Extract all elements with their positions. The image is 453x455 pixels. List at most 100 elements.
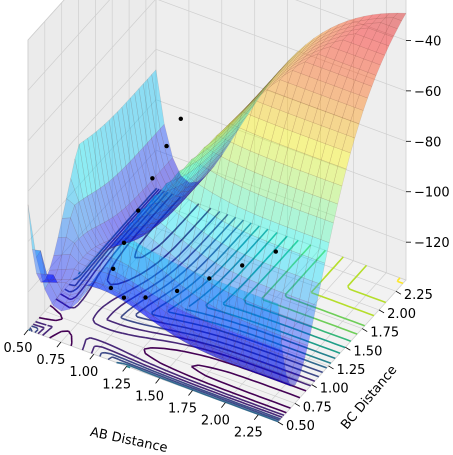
- surface-patch: [258, 103, 272, 123]
- z-tick-label: −120: [414, 236, 450, 251]
- surface-patch: [325, 36, 340, 45]
- y-tick-mark: [328, 365, 334, 370]
- surface-patch: [82, 281, 95, 295]
- surface-patch: [233, 106, 247, 120]
- surface-patch: [274, 181, 288, 205]
- surface-patch: [367, 22, 382, 32]
- surface-patch: [153, 183, 167, 203]
- surface-patch: [250, 100, 264, 119]
- surface-patch: [140, 195, 155, 216]
- surface-patch: [193, 175, 207, 187]
- surface-patch: [266, 178, 280, 202]
- surface-patch: [241, 254, 255, 281]
- surface-patch: [48, 279, 63, 283]
- surface-patch: [234, 114, 248, 134]
- surface-patch: [145, 214, 159, 241]
- surface-patch: [178, 159, 193, 178]
- surface-patch: [212, 217, 226, 244]
- surface-patch: [131, 281, 146, 311]
- surface-patch: [267, 70, 281, 84]
- y-tick-mark: [345, 346, 351, 351]
- surface-patch: [195, 297, 209, 322]
- surface-patch: [217, 130, 231, 148]
- surface-patch: [269, 369, 283, 384]
- surface-patch: [60, 300, 75, 312]
- surface-patch: [161, 255, 175, 307]
- surface-patch: [124, 235, 138, 244]
- surface-patch: [142, 227, 155, 237]
- surface-patch: [200, 156, 214, 175]
- surface-patch: [153, 199, 168, 215]
- surface-patch: [251, 88, 265, 105]
- surface-patch: [175, 193, 189, 209]
- surface-patch: [201, 165, 215, 181]
- surface-patch: [136, 204, 151, 220]
- surface-patch: [295, 210, 309, 234]
- surface-patch: [304, 173, 318, 196]
- surface-patch: [322, 34, 336, 44]
- surface-patch: [228, 226, 242, 252]
- trajectory-point: [174, 288, 180, 294]
- surface-patch: [204, 140, 218, 156]
- surface-patch: [234, 107, 248, 124]
- y-tick-label: 1.00: [320, 382, 349, 397]
- surface-patch: [95, 244, 109, 252]
- contour-line: [134, 196, 301, 409]
- surface-patch: [354, 94, 368, 111]
- surface-patch: [186, 292, 200, 317]
- x-tick-mark: [122, 366, 127, 372]
- surface-patch: [150, 203, 165, 216]
- surface-patch: [179, 164, 193, 179]
- surface-patch: [316, 239, 330, 264]
- x-tick-label: 1.75: [168, 402, 197, 417]
- surface-patch: [144, 310, 158, 325]
- surface-patch: [74, 144, 88, 200]
- surface-patch: [232, 250, 246, 277]
- grid-line: [93, 0, 223, 355]
- surface-patch: [384, 25, 398, 38]
- surface-patch: [129, 233, 143, 243]
- surface-patch: [318, 27, 332, 38]
- surface-patch: [333, 165, 347, 187]
- surface-patch: [262, 121, 276, 142]
- surface-patch: [270, 332, 284, 354]
- surface-patch: [183, 176, 197, 202]
- surface-patch: [196, 147, 210, 163]
- surface-patch: [251, 87, 265, 103]
- surface-patch: [261, 364, 275, 377]
- surface-patch: [308, 236, 322, 261]
- surface-patch: [230, 113, 244, 131]
- surface-patch: [182, 266, 196, 294]
- surface-patch: [205, 158, 219, 176]
- surface-patch: [169, 318, 184, 335]
- surface-patch: [159, 123, 173, 163]
- surface-patch: [316, 159, 330, 181]
- surface-patch: [255, 83, 269, 99]
- surface-patch: [266, 220, 280, 245]
- surface-patch: [299, 191, 313, 215]
- surface-patch: [187, 158, 201, 174]
- surface-patch: [290, 359, 304, 378]
- surface-patch: [166, 185, 181, 201]
- surface-patch: [183, 156, 197, 170]
- surface-patch: [78, 257, 92, 267]
- trajectory-point: [207, 276, 212, 281]
- surface-patch: [224, 246, 238, 273]
- surface-patch: [217, 137, 232, 156]
- contour-line: [347, 264, 387, 304]
- surface-patch: [149, 195, 163, 222]
- grid-line: [27, 0, 407, 142]
- surface-patch: [288, 55, 302, 67]
- surface-patch: [263, 73, 277, 89]
- surface-patch: [238, 104, 252, 122]
- surface-patch: [149, 201, 164, 216]
- surface-patch: [280, 61, 294, 73]
- surface-patch: [112, 173, 126, 212]
- surface-patch: [187, 164, 201, 181]
- surface-patch: [151, 132, 165, 173]
- z-tick-label: −100: [414, 186, 450, 201]
- surface-patch: [233, 206, 247, 231]
- surface-patch: [87, 193, 101, 228]
- x-tick-label: 2.25: [234, 426, 263, 441]
- surface-patch: [254, 89, 268, 105]
